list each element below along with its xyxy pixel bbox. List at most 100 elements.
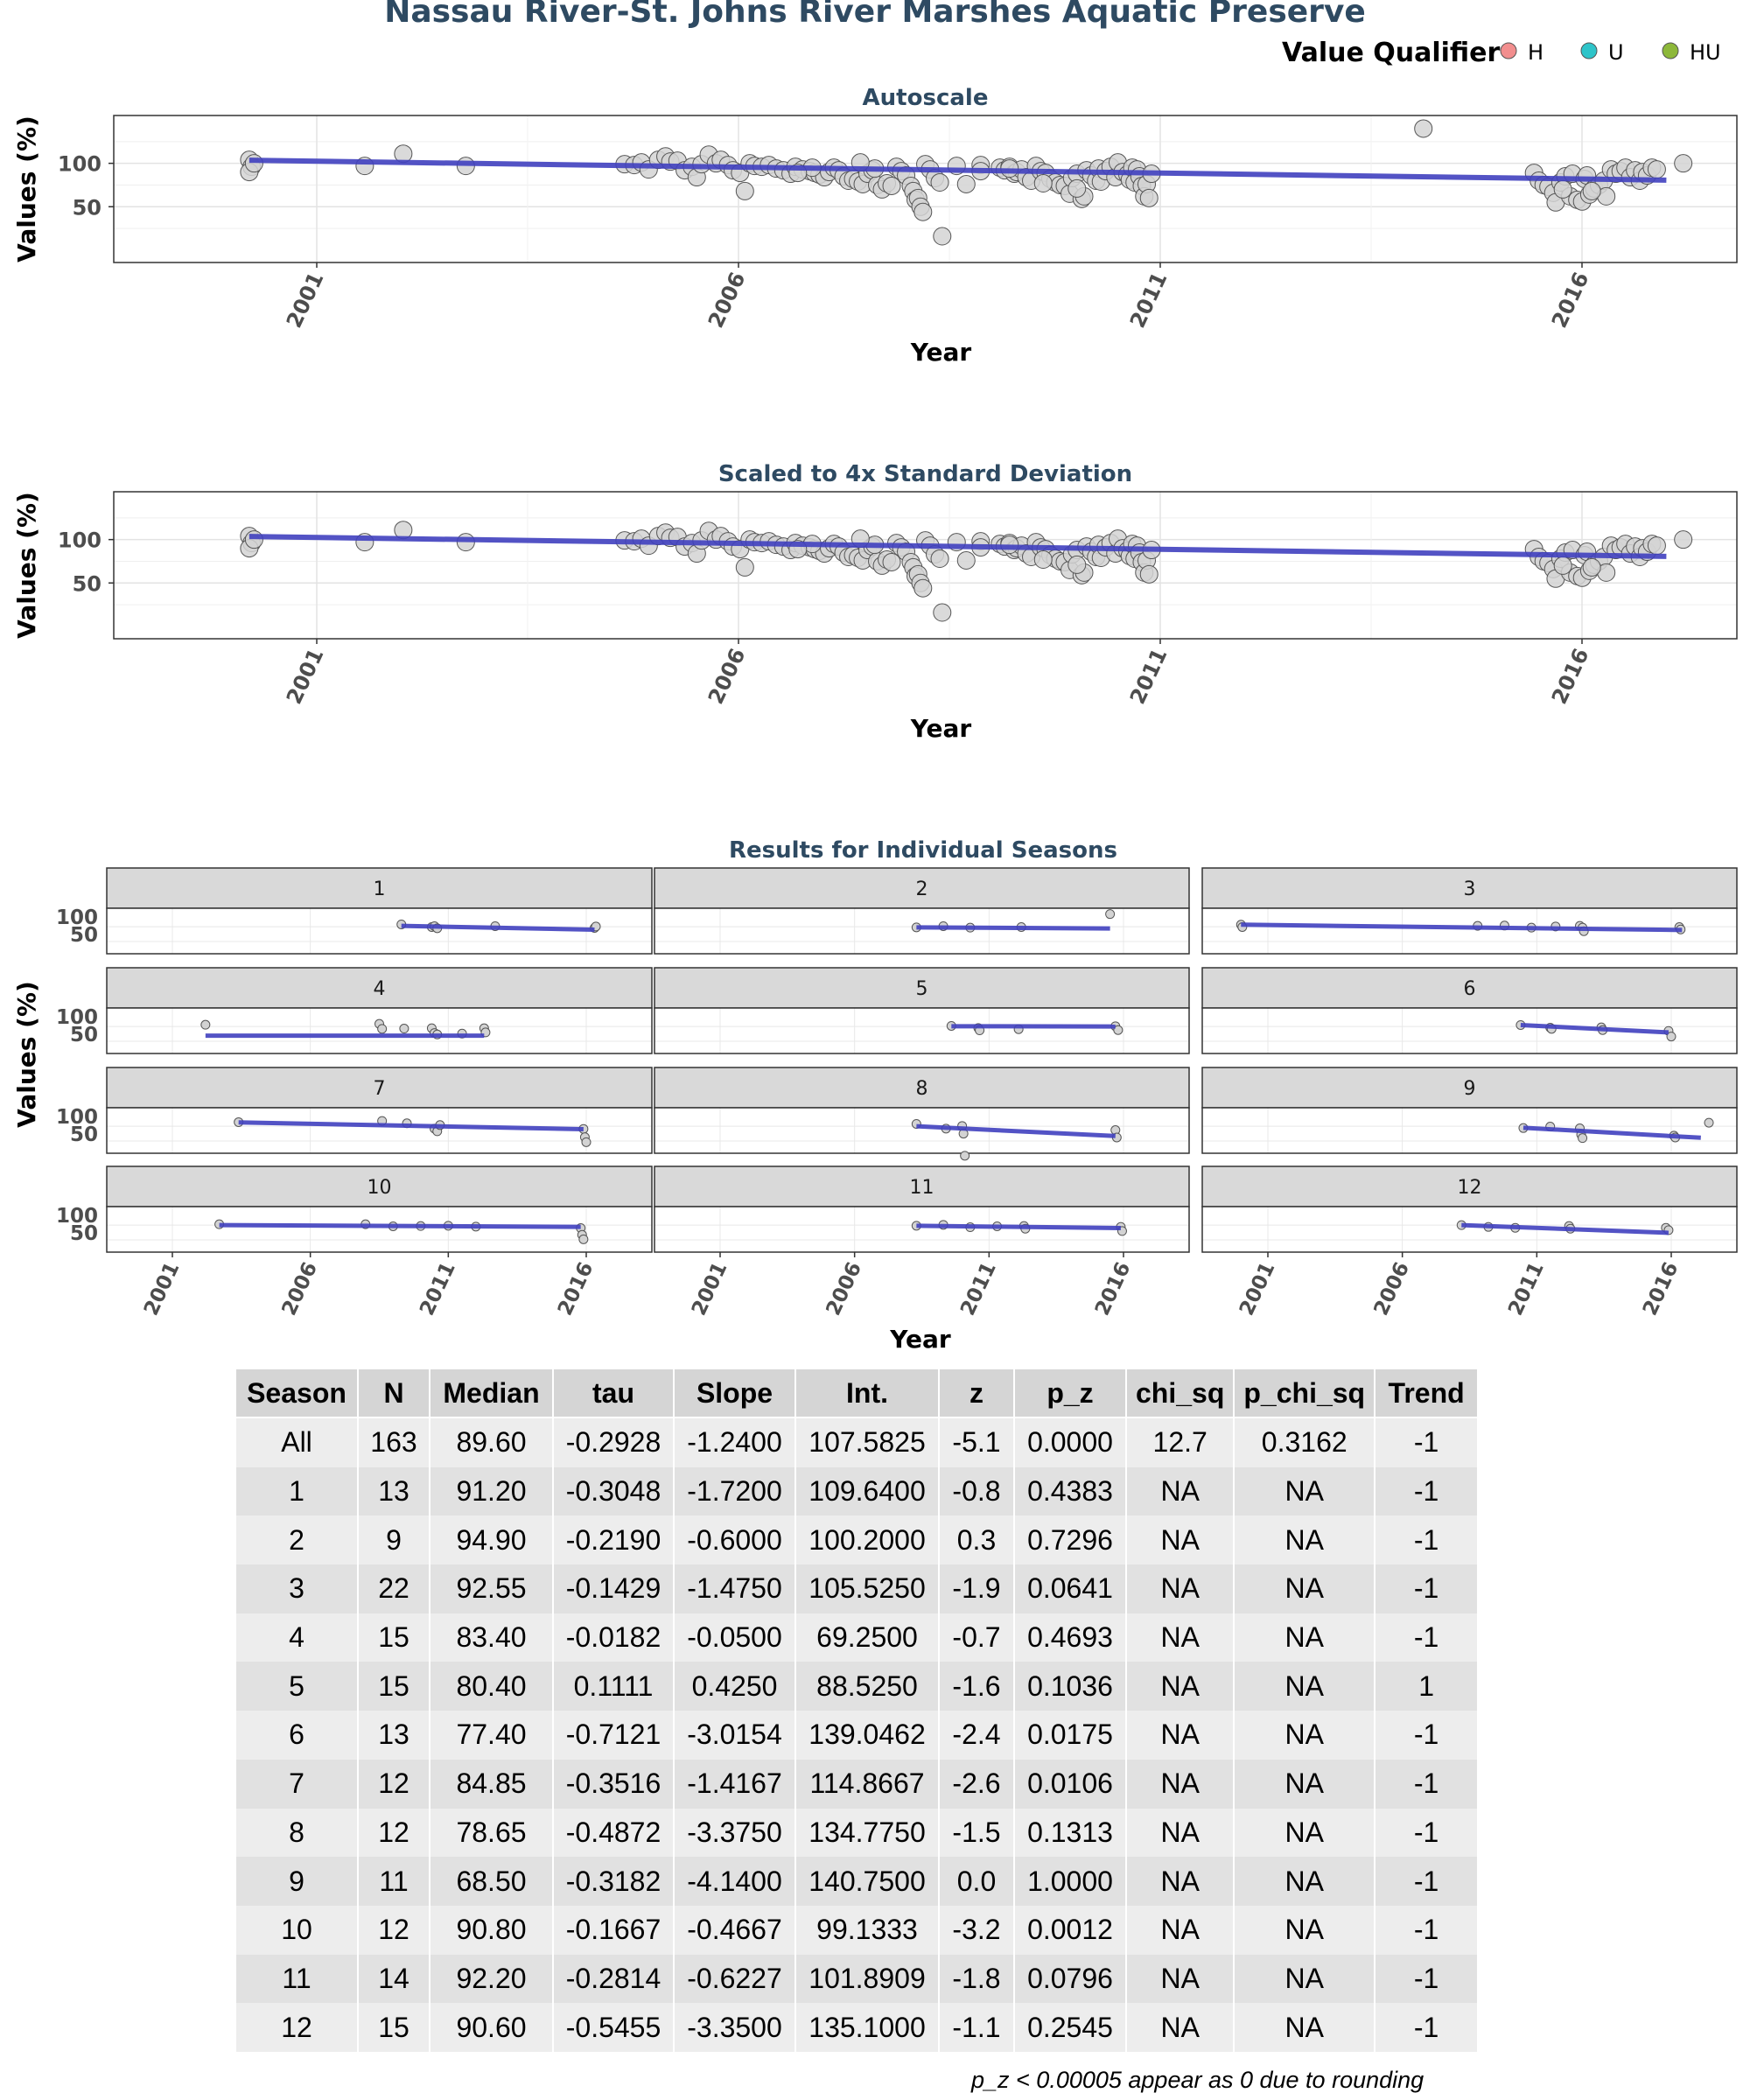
table-row: 10 12 90.80 -0.1667 -0.4667 99.1333 -3.2 0.0012…	[234, 1905, 1480, 1955]
table-cell: 11	[357, 1857, 430, 1906]
facet-strip	[106, 867, 653, 909]
table-cell: -0.2190	[552, 1516, 675, 1565]
y-tick-label: 50	[73, 195, 102, 220]
table-cell: 0.4250	[673, 1662, 796, 1712]
table-cell: 84.85	[429, 1759, 554, 1809]
table-header-row: Season N Median tau Slope Int. z p_z chi_sq p_chi…	[234, 1368, 1480, 1418]
data-point	[1704, 1117, 1714, 1128]
table-cell: -1	[1374, 2003, 1480, 2052]
x-tick-label: 2001	[140, 1259, 185, 1320]
table-cell: -0.7	[938, 1613, 1015, 1662]
panel-title: Results for Individual Seasons	[729, 837, 1117, 864]
data-point	[377, 1024, 388, 1034]
table-cell: NA	[1124, 1466, 1236, 1516]
y-tick-label: 100	[56, 1006, 98, 1029]
table-cell: -0.2928	[552, 1418, 675, 1467]
y-axis-label: Values (%)	[12, 492, 41, 639]
table-cell: 91.20	[429, 1466, 554, 1516]
table-cell: -3.3500	[673, 2003, 796, 2052]
data-point	[960, 1151, 970, 1161]
table-cell: 6	[234, 1711, 359, 1760]
table-cell: -3.2	[938, 1905, 1015, 1955]
table-cell: -4.1400	[673, 1857, 796, 1906]
trend-line	[238, 1120, 584, 1132]
table-cell: 4	[234, 1613, 359, 1662]
data-point	[914, 578, 933, 598]
table-cell: 22	[357, 1564, 430, 1614]
x-tick-label: 2006	[277, 1259, 322, 1320]
table-row: 6 13 77.40 -0.7121 -3.0154 139.0462 -2.4 0.0175…	[234, 1711, 1480, 1760]
table-cell: -1.9	[938, 1564, 1015, 1614]
y-tick-label: 100	[56, 1106, 98, 1129]
table-cell: NA	[1233, 1613, 1376, 1662]
data-point	[956, 174, 976, 193]
facet-plot-area	[1202, 1108, 1737, 1153]
table-cell: 0.4693	[1013, 1613, 1127, 1662]
table-cell: NA	[1233, 1808, 1376, 1858]
table-cell: NA	[1233, 1905, 1376, 1955]
panel-border	[113, 491, 1738, 640]
data-point	[1666, 1032, 1676, 1042]
facet-strip-label: 10	[368, 1177, 392, 1199]
facet-strip-label: 3	[1464, 878, 1476, 900]
data-point	[1674, 154, 1693, 173]
table-cell: 109.6400	[794, 1466, 940, 1516]
column-header: Season	[234, 1368, 359, 1418]
table-cell: NA	[1233, 1711, 1376, 1760]
table-row: 4 15 83.40 -0.0182 -0.0500 69.2500 -0.7 0.4693 N…	[234, 1613, 1480, 1662]
column-header: p_z	[1013, 1368, 1127, 1418]
facet-border	[1201, 1107, 1738, 1154]
facet-plot-area	[107, 1207, 652, 1252]
table-cell: 114.8667	[794, 1759, 940, 1809]
table-cell: 0.0000	[1013, 1418, 1127, 1467]
table-row: 3 22 92.55 -0.1429 -1.4750 105.5250 -1.9 0.0641…	[234, 1564, 1480, 1614]
x-tick-label: 2016	[554, 1259, 598, 1320]
trend-line	[916, 1223, 1121, 1231]
facet-strip-label: 9	[1464, 1078, 1476, 1100]
table-cell: 15	[357, 1613, 430, 1662]
facet-border	[106, 907, 653, 955]
facet-border	[106, 1007, 653, 1054]
data-point	[1139, 188, 1158, 207]
data-point	[399, 1024, 410, 1034]
footnote: p_z < 0.00005 appear as 0 due to roundin…	[971, 2067, 1424, 2093]
table-cell: 0.2545	[1013, 2003, 1127, 2052]
table-cell: -0.1667	[552, 1905, 675, 1955]
table-cell: NA	[1124, 2003, 1236, 2052]
x-tick-label: 2011	[1125, 269, 1172, 332]
column-header: Trend	[1374, 1368, 1480, 1418]
table-cell: NA	[1233, 2003, 1376, 2052]
table-cell: -1.1	[938, 2003, 1015, 2052]
facet-strip	[106, 1166, 653, 1208]
table-cell: 3	[234, 1564, 359, 1614]
y-tick-label: 50	[70, 924, 98, 947]
x-tick-label: 2006	[1369, 1259, 1414, 1320]
table-cell: -3.0154	[673, 1711, 796, 1760]
facet-border	[654, 1206, 1190, 1253]
trend-line	[1241, 922, 1683, 933]
data-point	[200, 1019, 211, 1030]
table-cell: 78.65	[429, 1808, 554, 1858]
table-cell: 68.50	[429, 1857, 554, 1906]
trend-line	[1520, 1022, 1670, 1035]
table-cell: 11	[234, 1954, 359, 2004]
table-row: 8 12 78.65 -0.4872 -3.3750 134.7750 -1.5 0.1313…	[234, 1808, 1480, 1858]
facet-strip-label: 2	[916, 878, 928, 900]
table-cell: -2.4	[938, 1711, 1015, 1760]
table-cell: NA	[1233, 1759, 1376, 1809]
legend-key-hu	[1662, 42, 1679, 60]
data-point	[882, 552, 901, 571]
facet-strip-label: 11	[910, 1177, 934, 1199]
data-point	[933, 603, 952, 622]
table-row: 9 11 68.50 -0.3182 -4.1400 140.7500 0.0 1.0000 N…	[234, 1857, 1480, 1906]
data-point	[1105, 909, 1116, 920]
x-tick-label: 2016	[1547, 645, 1594, 708]
facet-season-2: 2	[654, 867, 1190, 955]
table-cell: -1.4167	[673, 1759, 796, 1809]
table-cell: 134.7750	[794, 1808, 940, 1858]
data-point	[244, 530, 263, 550]
facet-strip	[654, 1067, 1190, 1109]
facet-border	[654, 907, 1190, 955]
y-tick-label: 100	[58, 528, 102, 553]
